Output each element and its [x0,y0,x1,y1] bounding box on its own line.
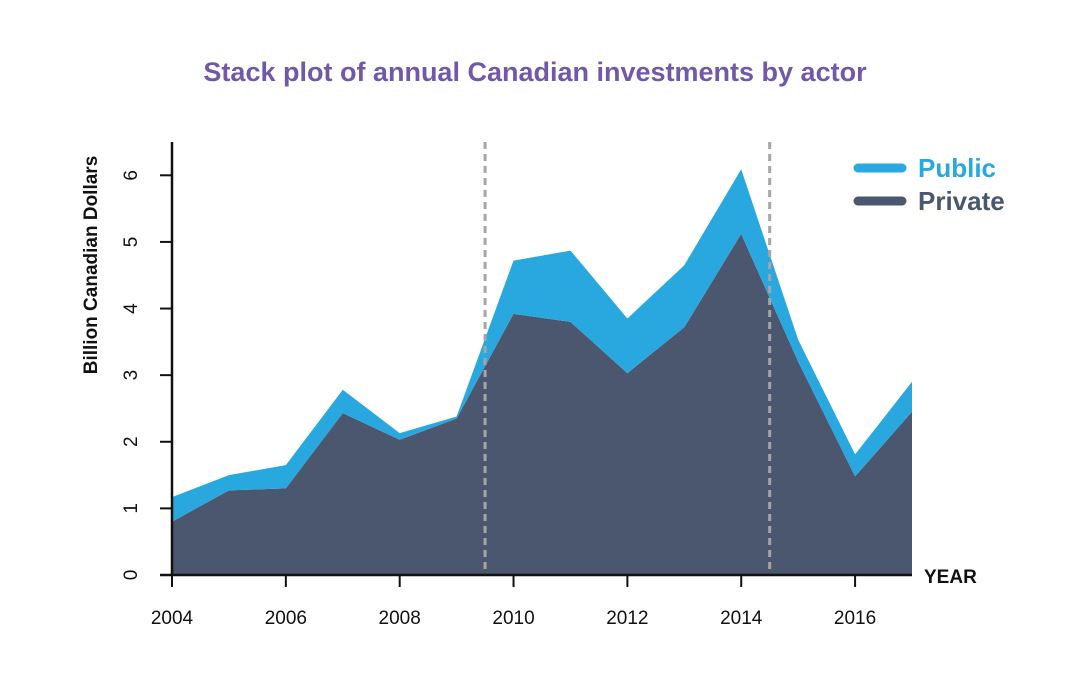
x-tick-label: 2006 [265,608,307,629]
y-axis-title: Billion Canadian Dollars [81,156,102,375]
x-tick-label: 2008 [379,608,421,629]
y-tick-label: 6 [121,170,142,181]
y-tick-label: 0 [121,570,142,581]
vertical-guide-lines [483,142,772,575]
x-tick-label: 2010 [492,608,534,629]
axes-group: 0 1 2 3 4 5 6 2004 2006 2008 2010 2012 2014 2016 [121,142,912,629]
x-axis-title: YEAR [924,567,977,588]
chart-title: Stack plot of annual Canadian investment… [203,57,867,87]
legend-label-public: Public [918,153,996,183]
x-tick-label: 2014 [720,608,763,629]
x-tick-label: 2016 [834,608,876,629]
y-tick-label: 4 [121,303,142,314]
x-tick-label: 2004 [151,608,194,629]
x-tick-label: 2012 [606,608,648,629]
y-tick-label: 1 [121,503,142,514]
y-tick-label: 3 [121,370,142,381]
area-public [172,169,912,522]
legend-label-private: Private [918,186,1005,216]
y-tick-label: 2 [121,436,142,447]
area-series-group [172,169,912,575]
area-private [172,233,912,575]
y-tick-label: 5 [121,237,142,248]
